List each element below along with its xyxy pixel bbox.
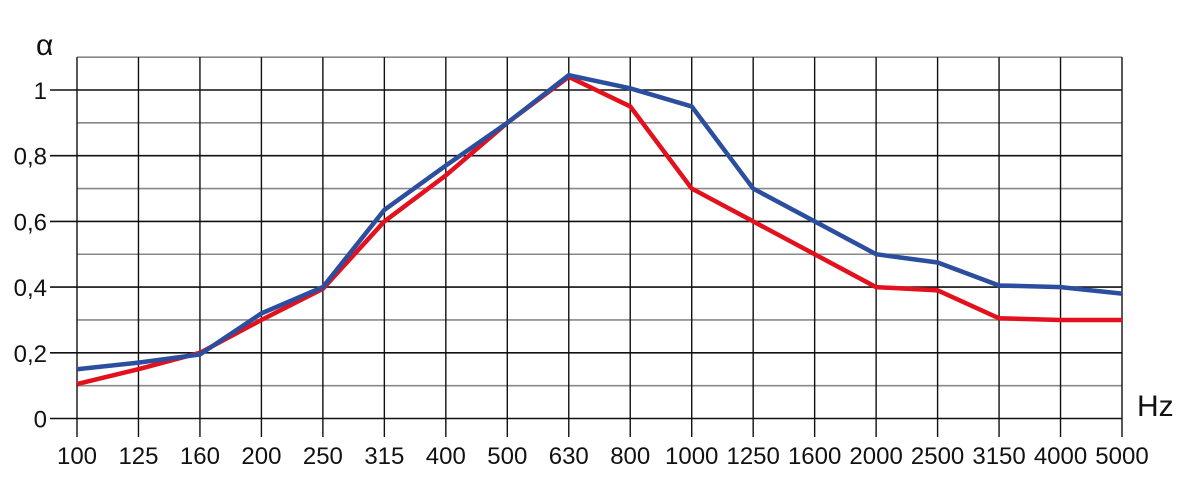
x-tick-label: 630 [549, 443, 589, 470]
y-tick-label: 0,8 [14, 144, 47, 171]
x-tick-label: 2000 [849, 443, 902, 470]
x-tick-label: 250 [303, 443, 343, 470]
grid [50, 56, 1123, 437]
y-axis-label: α [36, 29, 53, 62]
y-tick-label: 0,4 [14, 275, 47, 302]
y-tick-labels: 0 0,2 0,4 0,6 0,8 1 [14, 78, 47, 434]
x-tick-label: 400 [426, 443, 466, 470]
x-tick-label: 2500 [911, 443, 964, 470]
x-tick-labels: 100 125 160 200 250 315 400 500 630 800 1000 1250 16… [57, 443, 1149, 470]
x-axis-label: Hz [1137, 390, 1174, 423]
x-tick-label: 125 [118, 443, 158, 470]
x-tick-label: 100 [57, 443, 97, 470]
y-tick-label: 0,2 [14, 341, 47, 368]
series-line-2 [76, 74, 1122, 387]
series-lines [76, 72, 1123, 387]
x-tick-label: 4000 [1034, 443, 1087, 470]
x-tick-label: 160 [180, 443, 220, 470]
x-tick-label: 3150 [972, 443, 1025, 470]
x-tick-label: 5000 [1095, 443, 1148, 470]
x-tick-label: 315 [364, 443, 404, 470]
y-tick-label: 1 [34, 78, 47, 105]
x-tick-label: 1600 [788, 443, 841, 470]
series-line-1 [76, 72, 1123, 372]
x-tick-label: 1000 [665, 443, 718, 470]
x-tick-label: 200 [241, 443, 281, 470]
y-tick-label: 0 [34, 407, 47, 434]
x-tick-label: 500 [487, 443, 527, 470]
x-tick-label: 800 [610, 443, 650, 470]
y-tick-label: 0,6 [14, 209, 47, 236]
x-tick-label: 1250 [726, 443, 779, 470]
